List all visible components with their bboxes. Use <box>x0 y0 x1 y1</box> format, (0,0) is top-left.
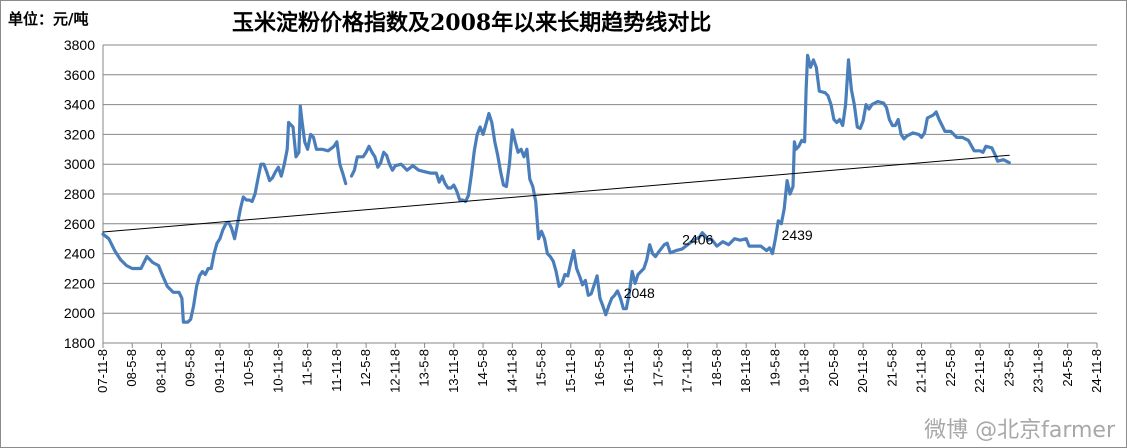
x-tick-label: 08-5-8 <box>124 349 139 387</box>
y-tick-label: 3400 <box>64 97 95 113</box>
x-axis: 07-11-8 08-5-8 08-11-8 09-5-8 09-11-8 10-5-8 1… <box>95 342 1104 393</box>
series-lines <box>101 53 1011 324</box>
y-tick-label: 1800 <box>64 335 95 351</box>
y-tick-label: 3800 <box>64 37 95 53</box>
x-tick-label: 15-5-8 <box>534 349 549 387</box>
y-tick-label: 3600 <box>64 67 95 83</box>
x-tick-label: 24-5-8 <box>1060 349 1075 387</box>
x-tick-label: 18-11-8 <box>738 349 753 393</box>
y-tick-label: 2200 <box>64 275 95 291</box>
annotation-label: 2048 <box>624 285 655 301</box>
x-tick-label: 17-11-8 <box>680 349 695 393</box>
x-tick-label: 24-11-8 <box>1089 349 1104 393</box>
x-tick-label: 16-11-8 <box>621 349 636 393</box>
chart-title: 玉米淀粉价格指数及2008年以来长期趋势线对比 <box>232 10 712 36</box>
x-tick-label: 09-11-8 <box>212 349 227 393</box>
x-tick-label: 11-5-8 <box>300 349 315 386</box>
x-tick-label: 21-5-8 <box>884 349 899 387</box>
y-tick-label: 2000 <box>64 305 95 321</box>
x-tick-label: 19-5-8 <box>767 349 782 387</box>
x-tick-label: 18-5-8 <box>709 349 724 387</box>
price-series-line-0 <box>101 104 348 324</box>
x-tick-label: 20-11-8 <box>855 349 870 393</box>
x-tick-label: 12-5-8 <box>358 349 373 387</box>
x-tick-label: 08-11-8 <box>153 349 168 393</box>
price-series-line-1 <box>349 53 1011 317</box>
y-tick-label: 3000 <box>64 156 95 172</box>
trend-line <box>102 154 1010 233</box>
x-tick-label: 23-11-8 <box>1031 349 1046 393</box>
x-tick-label: 22-11-8 <box>972 349 987 393</box>
gridlines <box>103 44 1097 344</box>
annotation-label: 2406 <box>682 232 713 248</box>
x-tick-label: 07-11-8 <box>95 349 110 393</box>
x-tick-label: 14-11-8 <box>504 349 519 393</box>
annotation-label: 2439 <box>782 227 813 243</box>
x-tick-label: 12-11-8 <box>387 349 402 393</box>
x-tick-label: 15-11-8 <box>563 349 578 393</box>
x-tick-label: 20-5-8 <box>826 349 841 387</box>
x-tick-label: 19-11-8 <box>797 349 812 393</box>
y-tick-label: 2600 <box>64 216 95 232</box>
x-tick-label: 13-11-8 <box>446 349 461 393</box>
x-tick-label: 21-11-8 <box>914 349 929 393</box>
x-tick-label: 09-5-8 <box>183 349 198 387</box>
x-tick-label: 16-5-8 <box>592 349 607 387</box>
x-tick-label: 11-11-8 <box>329 349 344 392</box>
annotations: 2048 2406 2439 <box>624 227 813 301</box>
x-tick-label: 23-5-8 <box>1001 349 1016 387</box>
x-tick-label: 17-5-8 <box>650 349 665 387</box>
y-tick-label: 3200 <box>64 126 95 142</box>
watermark: 微博 @北京farmer <box>924 418 1115 443</box>
y-tick-label: 2800 <box>64 186 95 202</box>
x-tick-label: 22-5-8 <box>943 349 958 387</box>
unit-label: 单位：元/吨 <box>8 10 89 28</box>
x-tick-label: 10-5-8 <box>241 349 256 387</box>
y-tick-label: 2400 <box>64 246 95 262</box>
x-tick-label: 14-5-8 <box>475 349 490 387</box>
x-tick-label: 13-5-8 <box>417 349 432 387</box>
y-axis: 1800 2000 2200 2400 2600 2800 3000 3200 3400 3600… <box>64 37 104 351</box>
x-tick-label: 10-11-8 <box>270 349 285 393</box>
